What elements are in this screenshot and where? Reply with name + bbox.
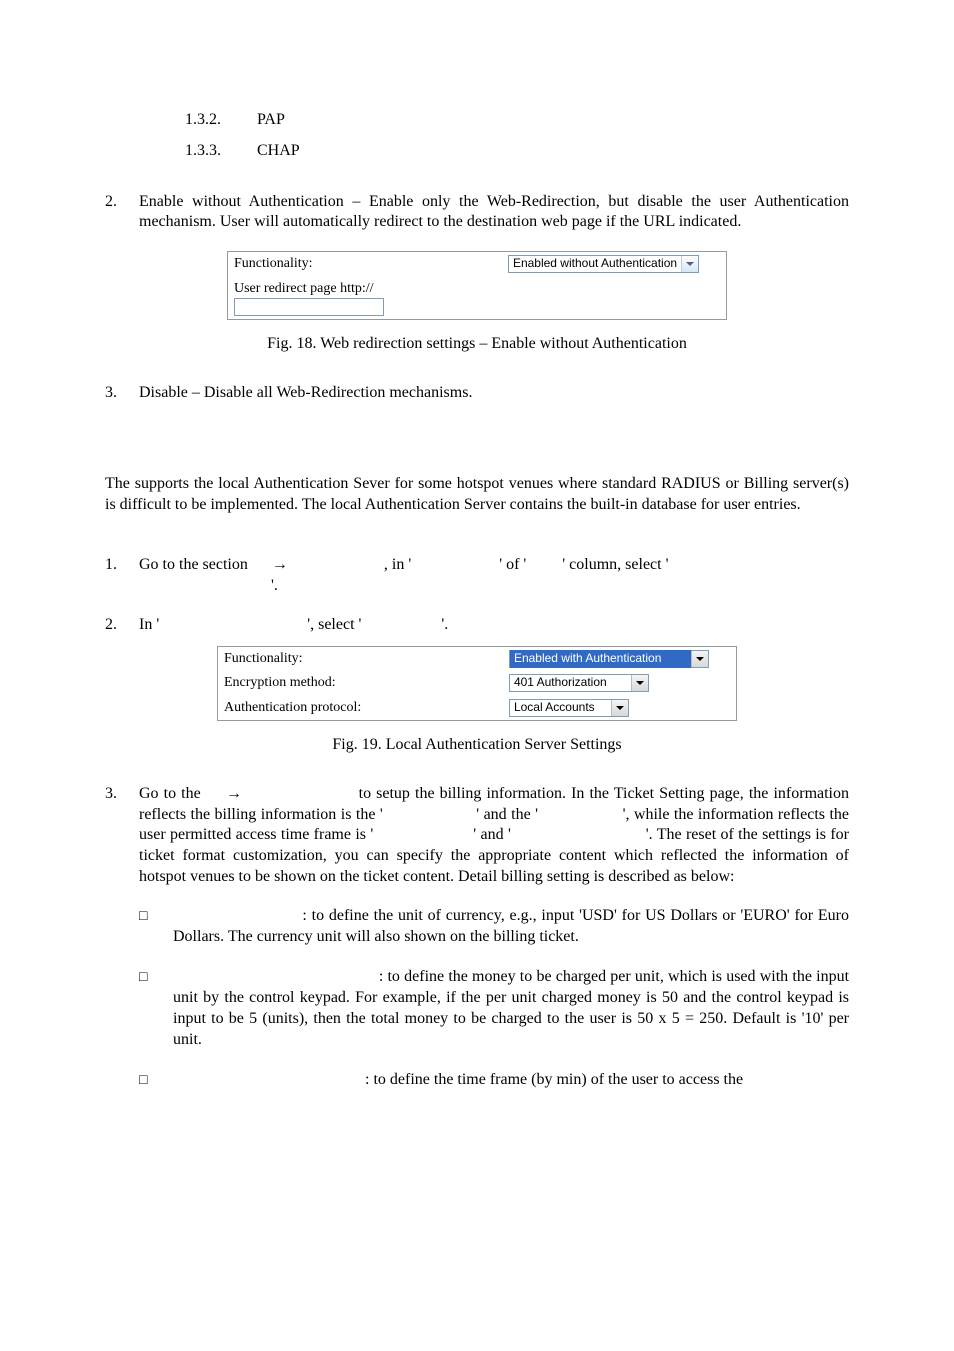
- step-3: 3. Go to the → to setup the billing info…: [105, 784, 849, 888]
- dropdown-button[interactable]: [611, 700, 628, 716]
- fig18-functionality-label: Functionality:: [228, 252, 502, 277]
- fig19-encryption-cell: 401 Authorization: [503, 671, 737, 695]
- list-marker: 2.: [105, 615, 139, 636]
- fig19-encryption-label: Encryption method:: [218, 671, 503, 695]
- list-item-2: 2. Enable without Authentication – Enabl…: [105, 192, 849, 234]
- bullet-body: : to define the money to be charged per …: [173, 967, 849, 1050]
- text-fragment: In ': [139, 616, 159, 633]
- redirect-label-text: User redirect page http://: [234, 281, 374, 296]
- dropdown-text: 401 Authorization: [510, 674, 611, 692]
- chevron-down-icon: [686, 262, 694, 266]
- functionality-dropdown[interactable]: Enabled with Authentication: [509, 650, 709, 668]
- sub-list-number: 1.3.3.: [185, 141, 257, 162]
- bullet-text: : to define the money to be charged per …: [173, 968, 849, 1047]
- bullet-charge: □ : to define the money to be charged pe…: [105, 967, 849, 1050]
- list-marker: 3.: [105, 784, 139, 888]
- step-2: 2. In ' ', select ' '.: [105, 615, 849, 636]
- list-body: Go to the section → , in ' ' of ' ' colu…: [139, 555, 849, 597]
- step-1: 1. Go to the section → , in ' ' of ' ' c…: [105, 555, 849, 597]
- text-fragment: '.: [441, 616, 448, 633]
- text-fragment: ' column, select ': [562, 556, 668, 573]
- sub-list-text: PAP: [257, 110, 285, 131]
- list-marker: 1.: [105, 555, 139, 597]
- list-body: Go to the → to setup the billing informa…: [139, 784, 849, 888]
- redirect-url-input[interactable]: [234, 298, 384, 316]
- fig19-functionality-label: Functionality:: [218, 646, 503, 671]
- fig19-authprotocol-cell: Local Accounts: [503, 696, 737, 721]
- bullet-currency: □ : to define the unit of currency, e.g.…: [105, 906, 849, 948]
- figure-19-caption: Fig. 19. Local Authentication Server Set…: [105, 735, 849, 756]
- chevron-down-icon: [696, 657, 704, 661]
- dropdown-button[interactable]: [631, 675, 648, 691]
- list-marker: 3.: [105, 383, 139, 404]
- list-body: Enable without Authentication – Enable o…: [139, 192, 849, 234]
- list-marker: 2.: [105, 192, 139, 234]
- text-fragment: '.: [271, 577, 278, 594]
- fig18-table: Functionality: Enabled without Authentic…: [227, 251, 727, 320]
- square-icon: □: [139, 967, 173, 1050]
- chevron-down-icon: [636, 681, 644, 685]
- dropdown-text: Enabled without Authentication: [509, 255, 681, 273]
- figure-19: Functionality: Enabled with Authenticati…: [105, 646, 849, 756]
- figure-18-caption: Fig. 18. Web redirection settings – Enab…: [105, 334, 849, 355]
- dropdown-text: Enabled with Authentication: [510, 650, 691, 668]
- arrow-icon: →: [226, 785, 242, 802]
- fig18-functionality-cell: Enabled without Authentication: [502, 252, 727, 277]
- dropdown-button[interactable]: [681, 256, 698, 272]
- arrow-icon: →: [272, 556, 288, 573]
- bullet-body: : to define the unit of currency, e.g., …: [173, 906, 849, 948]
- sub-list-item: 1.3.2. PAP: [185, 110, 849, 131]
- text-fragment: Go to the section: [139, 556, 252, 573]
- fig19-table: Functionality: Enabled with Authenticati…: [217, 646, 737, 721]
- text-fragment: ', select ': [307, 616, 361, 633]
- bullet-text: : to define the unit of currency, e.g., …: [173, 907, 849, 945]
- sub-list-item: 1.3.3. CHAP: [185, 141, 849, 162]
- fig18-redirect-label: User redirect page http://: [228, 277, 502, 320]
- functionality-dropdown[interactable]: Enabled without Authentication: [508, 255, 699, 273]
- intro-paragraph: The supports the local Authentication Se…: [105, 474, 849, 516]
- chevron-down-icon: [616, 706, 624, 710]
- sub-list-text: CHAP: [257, 141, 300, 162]
- square-icon: □: [139, 1070, 173, 1091]
- dropdown-button[interactable]: [691, 651, 708, 667]
- list-item-3: 3. Disable – Disable all Web-Redirection…: [105, 383, 849, 404]
- bullet-timeframe: □ : to define the time frame (by min) of…: [105, 1070, 849, 1091]
- list-body: Disable – Disable all Web-Redirection me…: [139, 383, 849, 404]
- figure-18: Functionality: Enabled without Authentic…: [105, 251, 849, 355]
- text-fragment: , in ': [384, 556, 411, 573]
- sub-list: 1.3.2. PAP 1.3.3. CHAP: [185, 110, 849, 162]
- sub-list-number: 1.3.2.: [185, 110, 257, 131]
- list-body: In ' ', select ' '.: [139, 615, 849, 636]
- auth-protocol-dropdown[interactable]: Local Accounts: [509, 699, 629, 717]
- bullet-body: : to define the time frame (by min) of t…: [173, 1070, 849, 1091]
- bullet-text: : to define the time frame (by min) of t…: [365, 1071, 743, 1088]
- encryption-dropdown[interactable]: 401 Authorization: [509, 674, 649, 692]
- dropdown-text: Local Accounts: [510, 699, 599, 717]
- square-icon: □: [139, 906, 173, 948]
- fig19-authprotocol-label: Authentication protocol:: [218, 696, 503, 721]
- text-fragment: ' of ': [499, 556, 526, 573]
- fig19-functionality-cell: Enabled with Authentication: [503, 646, 737, 671]
